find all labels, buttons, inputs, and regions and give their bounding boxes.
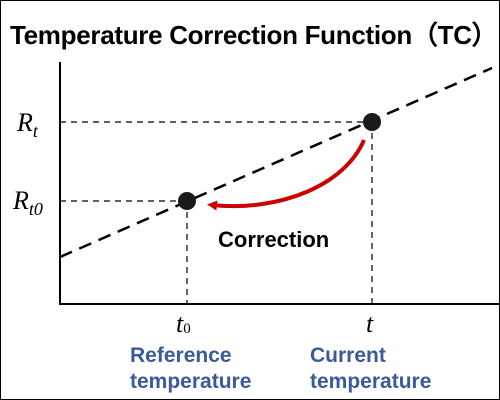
t0-label: t0 [176, 309, 191, 338]
current-label-line2: temperature [310, 370, 431, 393]
rt-label: Rt [16, 108, 39, 141]
reference-label-line2: temperature [130, 370, 251, 393]
reference-point [178, 192, 196, 210]
current-point [363, 113, 381, 131]
correction-arrow [207, 139, 366, 211]
diagram-title: Temperature Correction Function（TC） [10, 20, 498, 50]
current-label-line1: Current [310, 344, 386, 367]
rt0-label: Rt0 [12, 186, 43, 219]
t-label: t [366, 309, 374, 338]
tc-function-line [59, 66, 493, 259]
reference-label-line1: Reference [130, 344, 232, 367]
correction-label: Correction [218, 227, 329, 252]
